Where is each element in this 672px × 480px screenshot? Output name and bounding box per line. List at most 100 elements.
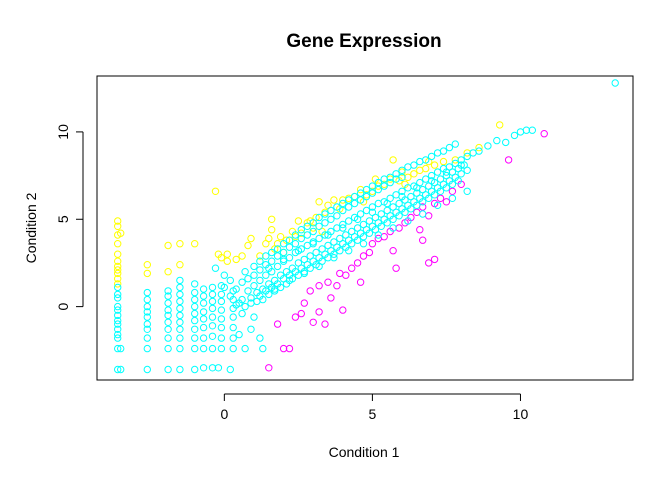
data-point	[114, 334, 122, 342]
data-point	[362, 192, 371, 201]
data-point	[365, 248, 374, 257]
data-point	[164, 306, 172, 314]
data-point	[176, 344, 184, 353]
data-point	[339, 220, 347, 229]
data-point	[273, 262, 282, 271]
data-point	[199, 334, 208, 342]
data-point	[114, 262, 122, 271]
data-point	[315, 308, 323, 316]
data-point	[208, 313, 217, 321]
data-point	[208, 322, 217, 330]
data-point	[143, 320, 152, 328]
data-point	[395, 224, 403, 232]
data-point	[268, 215, 276, 224]
data-point	[191, 288, 199, 297]
data-point	[309, 240, 317, 248]
data-point	[247, 234, 255, 243]
data-point	[484, 142, 492, 150]
data-point	[291, 313, 300, 321]
x-tick-label: 10	[513, 406, 529, 422]
data-point	[353, 259, 362, 267]
data-point	[117, 229, 125, 237]
data-point	[268, 257, 276, 265]
data-point	[226, 292, 235, 300]
data-point	[422, 156, 430, 164]
data-point	[430, 255, 439, 264]
data-point	[226, 276, 235, 285]
data-point	[164, 325, 172, 333]
data-point	[208, 297, 217, 306]
data-point	[262, 271, 270, 279]
data-point	[117, 365, 125, 374]
data-point	[176, 365, 184, 374]
data-point	[256, 257, 264, 265]
data-point	[176, 283, 184, 292]
chart-title: Gene Expression	[286, 31, 441, 52]
data-point	[365, 229, 374, 237]
data-point	[315, 234, 323, 243]
data-point	[315, 222, 323, 231]
data-point	[448, 194, 457, 203]
data-point	[297, 226, 305, 234]
data-point	[315, 213, 323, 222]
data-point	[442, 198, 451, 206]
data-point	[229, 313, 237, 321]
data-point	[143, 344, 152, 353]
data-point	[404, 163, 412, 171]
data-point	[327, 206, 335, 215]
data-point	[256, 276, 264, 285]
data-point	[321, 231, 329, 239]
data-point	[265, 264, 273, 272]
data-point	[416, 226, 424, 234]
data-point	[333, 212, 341, 220]
data-point	[457, 170, 465, 178]
data-point	[422, 164, 430, 173]
data-point	[114, 290, 122, 299]
data-point	[392, 170, 400, 178]
data-point	[291, 231, 300, 239]
data-point	[217, 344, 226, 353]
data-point	[362, 185, 371, 194]
data-point	[259, 344, 267, 353]
data-point	[199, 364, 208, 372]
x-axis-label: Condition 1	[329, 444, 400, 460]
data-point	[359, 240, 368, 248]
data-point	[191, 316, 199, 325]
data-point	[143, 261, 152, 269]
data-point	[114, 257, 122, 265]
data-point	[191, 365, 199, 374]
data-point	[176, 325, 184, 333]
data-point	[117, 344, 125, 353]
data-point	[339, 199, 347, 208]
data-point	[294, 217, 303, 225]
data-point	[229, 323, 237, 332]
data-point	[191, 280, 199, 288]
data-point	[330, 250, 338, 258]
data-point	[176, 276, 184, 285]
data-point	[191, 309, 199, 318]
data-point	[220, 283, 229, 292]
data-point	[223, 250, 232, 258]
data-point	[430, 191, 439, 199]
data-point	[143, 334, 152, 342]
data-point	[611, 79, 619, 87]
data-point	[223, 257, 232, 265]
data-point	[164, 311, 172, 320]
x-tick-label: 5	[369, 406, 377, 422]
data-point	[475, 147, 483, 155]
data-point	[300, 269, 308, 278]
data-point	[427, 171, 436, 180]
data-point	[306, 287, 314, 295]
data-point	[276, 233, 285, 241]
plot-frame	[96, 75, 634, 381]
data-point	[250, 282, 258, 290]
data-point	[176, 261, 184, 269]
data-point	[502, 138, 510, 147]
data-point	[238, 252, 246, 260]
data-point	[191, 302, 199, 311]
y-tick-label: 5	[55, 215, 71, 223]
data-point	[114, 325, 122, 333]
data-point	[389, 215, 397, 224]
data-point	[256, 266, 264, 274]
data-point	[285, 344, 294, 353]
